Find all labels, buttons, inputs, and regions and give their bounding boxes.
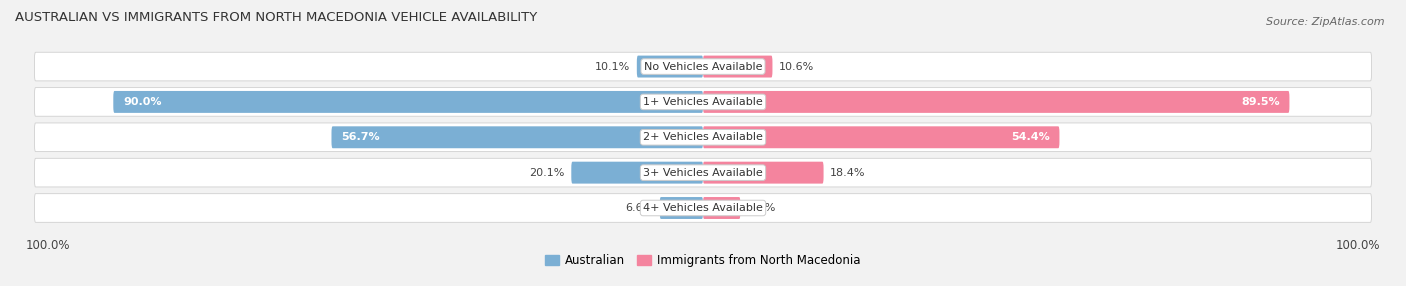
FancyBboxPatch shape [703,126,1060,148]
FancyBboxPatch shape [703,162,824,184]
Text: AUSTRALIAN VS IMMIGRANTS FROM NORTH MACEDONIA VEHICLE AVAILABILITY: AUSTRALIAN VS IMMIGRANTS FROM NORTH MACE… [14,11,537,25]
Text: 90.0%: 90.0% [124,97,162,107]
FancyBboxPatch shape [703,55,772,78]
FancyBboxPatch shape [332,126,703,148]
Text: 2+ Vehicles Available: 2+ Vehicles Available [643,132,763,142]
FancyBboxPatch shape [35,123,1371,152]
Text: 10.6%: 10.6% [779,61,814,72]
FancyBboxPatch shape [35,194,1371,222]
FancyBboxPatch shape [703,91,1289,113]
Text: 18.4%: 18.4% [830,168,866,178]
Text: 54.4%: 54.4% [1011,132,1050,142]
FancyBboxPatch shape [35,52,1371,81]
Text: Source: ZipAtlas.com: Source: ZipAtlas.com [1267,17,1385,27]
FancyBboxPatch shape [659,197,703,219]
Text: No Vehicles Available: No Vehicles Available [644,61,762,72]
FancyBboxPatch shape [637,55,703,78]
FancyBboxPatch shape [114,91,703,113]
Text: 6.6%: 6.6% [624,203,654,213]
FancyBboxPatch shape [35,88,1371,116]
Text: 3+ Vehicles Available: 3+ Vehicles Available [643,168,763,178]
Text: 4+ Vehicles Available: 4+ Vehicles Available [643,203,763,213]
Text: 5.7%: 5.7% [747,203,775,213]
Text: 20.1%: 20.1% [530,168,565,178]
FancyBboxPatch shape [571,162,703,184]
Text: 89.5%: 89.5% [1241,97,1279,107]
Text: 10.1%: 10.1% [595,61,630,72]
Text: 56.7%: 56.7% [342,132,380,142]
FancyBboxPatch shape [35,158,1371,187]
Legend: Australian, Immigrants from North Macedonia: Australian, Immigrants from North Macedo… [540,249,866,271]
Text: 1+ Vehicles Available: 1+ Vehicles Available [643,97,763,107]
FancyBboxPatch shape [703,197,741,219]
